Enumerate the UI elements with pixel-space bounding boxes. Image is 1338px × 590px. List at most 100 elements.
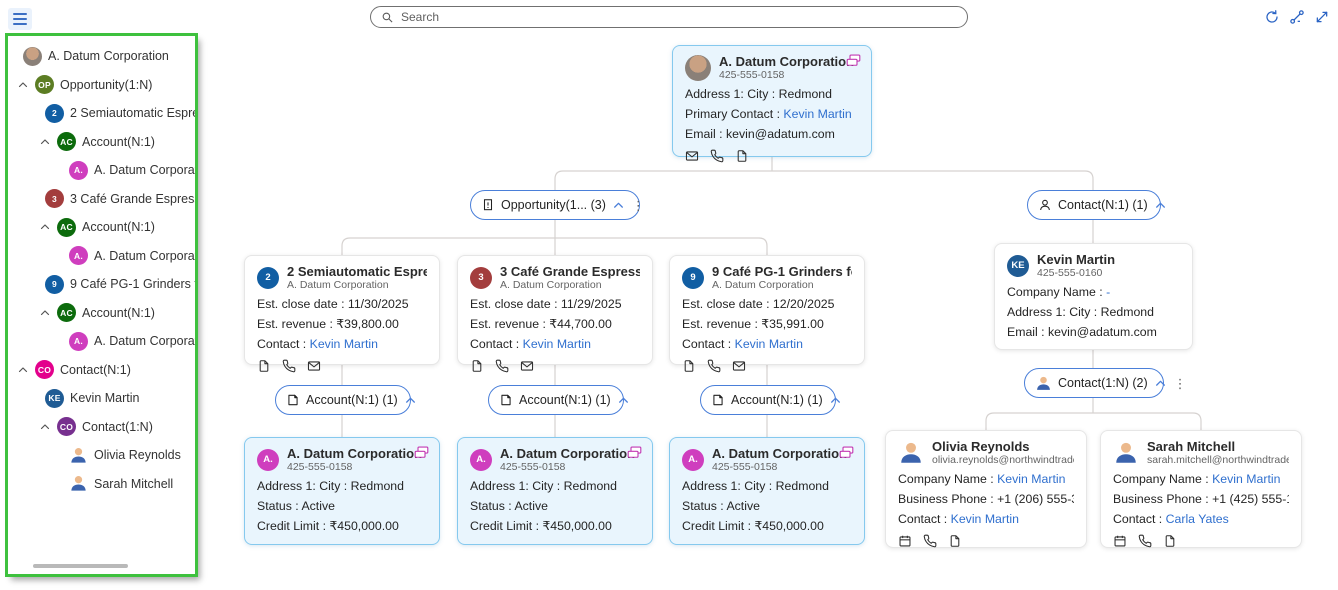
entity-badge: OP: [35, 75, 54, 95]
collapse-chevron-icon[interactable]: [404, 394, 417, 407]
account-card[interactable]: A. A. Datum Corporation 425-555-0158 Add…: [669, 437, 865, 545]
file-icon[interactable]: [257, 359, 271, 373]
sidebar-item-account-rel[interactable]: AC Account(N:1): [8, 128, 195, 157]
sidebar-item-account-record[interactable]: A. A. Datum Corporation: [8, 242, 195, 271]
account-relationship-node[interactable]: Account(N:1) (1): [700, 385, 836, 415]
opportunity-card[interactable]: 2 2 Semiautomatic Espresso Mac A. Datum …: [244, 255, 440, 365]
record-badge: 3: [470, 266, 492, 289]
avatar: [23, 46, 42, 66]
file-icon[interactable]: [735, 149, 749, 163]
calendar-icon[interactable]: [1113, 534, 1127, 548]
calendar-icon[interactable]: [898, 534, 912, 548]
refresh-icon[interactable]: [1264, 9, 1280, 25]
sidebar-item-account-record[interactable]: A. A. Datum Corporation: [8, 327, 195, 356]
popout-icon[interactable]: [838, 445, 855, 459]
chevron-up-icon[interactable]: [17, 364, 29, 376]
company-link[interactable]: -: [1106, 285, 1111, 299]
collapse-chevron-icon[interactable]: [829, 394, 842, 407]
sidebar-item-root-account[interactable]: A. Datum Corporation: [8, 42, 195, 71]
card-title: Sarah Mitchell: [1147, 439, 1236, 454]
file-icon[interactable]: [470, 359, 484, 373]
phone-icon[interactable]: [710, 149, 724, 163]
contact-link[interactable]: Kevin Martin: [950, 512, 1019, 526]
file-icon[interactable]: [682, 359, 696, 373]
phone-icon[interactable]: [495, 359, 509, 373]
contact-link[interactable]: Kevin Martin: [734, 337, 803, 351]
sidebar-item-kevin-martin[interactable]: KE Kevin Martin: [8, 384, 195, 413]
phone-icon[interactable]: [707, 359, 721, 373]
sidebar-item-opportunity-9[interactable]: 9 9 Café PG-1 Grinders for A.: [8, 270, 195, 299]
phone-icon[interactable]: [282, 359, 296, 373]
file-icon[interactable]: [1163, 534, 1177, 548]
contact-link[interactable]: Kevin Martin: [309, 337, 378, 351]
popout-icon[interactable]: [413, 445, 430, 459]
more-options-icon[interactable]: ⋮: [1173, 375, 1187, 391]
contact-relationship-node[interactable]: Contact(N:1) (1): [1027, 190, 1161, 220]
account-icon: [499, 393, 513, 407]
file-icon[interactable]: [948, 534, 962, 548]
opportunity-relationship-node[interactable]: Opportunity(1... (3) ⋮: [470, 190, 645, 220]
chevron-up-icon[interactable]: [39, 136, 51, 148]
entity-badge: CO: [57, 417, 76, 437]
mail-icon[interactable]: [732, 359, 746, 373]
collapse-chevron-icon[interactable]: [1154, 377, 1167, 390]
popout-icon[interactable]: [626, 445, 643, 459]
tree: A. Datum Corporation OP Opportunity(1:N)…: [8, 36, 195, 498]
account-relationship-node[interactable]: Account(N:1) (1): [275, 385, 411, 415]
card-subtitle: 425-555-0158: [287, 461, 353, 473]
card-field: Status : Active: [257, 499, 335, 513]
contact-link[interactable]: Kevin Martin: [522, 337, 591, 351]
sidebar-item-account-record[interactable]: A. A. Datum Corporation: [8, 156, 195, 185]
search-input[interactable]: Search: [370, 6, 968, 28]
root-account-card[interactable]: A. Datum Corporation 425-555-0158 Addres…: [672, 45, 872, 157]
person-icon: [69, 474, 88, 493]
card-title: 9 Café PG-1 Grinders for A. Da: [712, 264, 852, 279]
mail-icon[interactable]: [685, 149, 699, 163]
company-link[interactable]: Kevin Martin: [997, 472, 1066, 486]
contact-link[interactable]: Kevin Martin: [783, 107, 852, 121]
opportunity-card[interactable]: 9 9 Café PG-1 Grinders for A. Da A. Datu…: [669, 255, 865, 365]
sidebar-item-contact-rel-2[interactable]: CO Contact(1:N): [8, 413, 195, 442]
contact-link[interactable]: Carla Yates: [1165, 512, 1229, 526]
chevron-up-icon[interactable]: [39, 307, 51, 319]
sidebar-item-sarah-mitchell[interactable]: Sarah Mitchell: [8, 470, 195, 499]
horizontal-scrollbar[interactable]: [33, 564, 128, 568]
collapse-chevron-icon[interactable]: [1154, 199, 1167, 212]
company-link[interactable]: Kevin Martin: [1212, 472, 1281, 486]
sidebar-item-opportunity-3[interactable]: 3 3 Café Grande Espresso Ma: [8, 185, 195, 214]
account-card[interactable]: A. A. Datum Corporation 425-555-0158 Add…: [457, 437, 653, 545]
expand-icon[interactable]: [1314, 9, 1330, 25]
chevron-up-icon[interactable]: [17, 79, 29, 91]
collapse-chevron-icon[interactable]: [617, 394, 630, 407]
hierarchy-icon[interactable]: [1289, 9, 1305, 25]
contact-card-olivia[interactable]: Olivia Reynolds olivia.reynolds@northwin…: [885, 430, 1087, 548]
sidebar-item-account-rel[interactable]: AC Account(N:1): [8, 213, 195, 242]
sidebar-item-account-rel[interactable]: AC Account(N:1): [8, 299, 195, 328]
card-subtitle: 425-555-0158: [500, 461, 566, 473]
sidebar-item-label: 2 Semiautomatic Espresso M: [70, 106, 195, 121]
mail-icon[interactable]: [307, 359, 321, 373]
sidebar-item-opportunity-2[interactable]: 2 2 Semiautomatic Espresso M: [8, 99, 195, 128]
collapse-chevron-icon[interactable]: [612, 199, 625, 212]
sidebar-item-olivia-reynolds[interactable]: Olivia Reynolds: [8, 441, 195, 470]
contact-card-kevin[interactable]: KE Kevin Martin 425-555-0160 Company Nam…: [994, 243, 1193, 350]
sidebar-item-opportunity-rel[interactable]: OP Opportunity(1:N): [8, 71, 195, 100]
chevron-up-icon[interactable]: [39, 421, 51, 433]
contact-card-sarah[interactable]: Sarah Mitchell sarah.mitchell@northwindt…: [1100, 430, 1302, 548]
contact-1n-relationship-node[interactable]: Contact(1:N) (2) ⋮: [1024, 368, 1187, 398]
account-relationship-node[interactable]: Account(N:1) (1): [488, 385, 624, 415]
popout-icon[interactable]: [845, 53, 862, 67]
more-options-icon[interactable]: ⋮: [631, 197, 645, 213]
account-card[interactable]: A. A. Datum Corporation 425-555-0158 Add…: [244, 437, 440, 545]
sidebar-item-label: Olivia Reynolds: [94, 448, 181, 463]
menu-icon[interactable]: [8, 8, 32, 30]
node-label: Contact(1:N) (2): [1058, 376, 1148, 390]
hierarchy-tree-panel: A. Datum Corporation OP Opportunity(1:N)…: [5, 33, 198, 577]
mail-icon[interactable]: [520, 359, 534, 373]
sidebar-item-contact-rel[interactable]: CO Contact(N:1): [8, 356, 195, 385]
phone-icon[interactable]: [1138, 534, 1152, 548]
node-label: Contact(N:1) (1): [1058, 198, 1148, 212]
phone-icon[interactable]: [923, 534, 937, 548]
chevron-up-icon[interactable]: [39, 221, 51, 233]
opportunity-card[interactable]: 3 3 Café Grande Espresso Machi A. Datum …: [457, 255, 653, 365]
